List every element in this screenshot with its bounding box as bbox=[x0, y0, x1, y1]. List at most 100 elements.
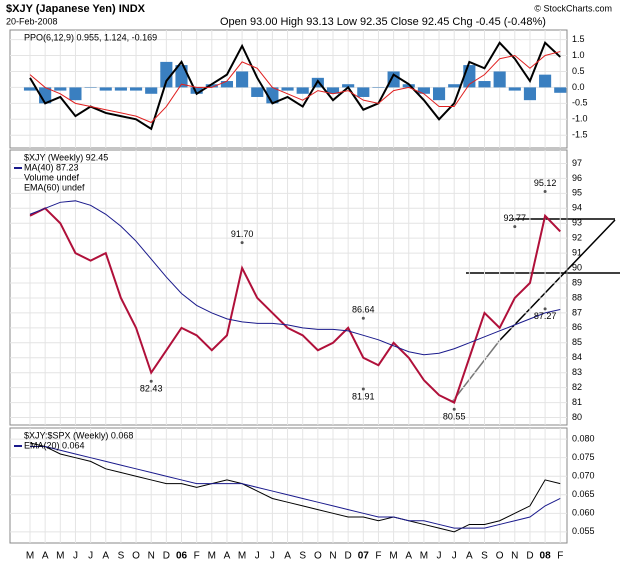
histogram-bar bbox=[281, 87, 294, 91]
y-tick-label: 0.080 bbox=[572, 434, 595, 444]
x-tick-label: D bbox=[163, 551, 170, 562]
x-tick-label: O bbox=[314, 551, 322, 562]
y-tick-label: 90 bbox=[572, 262, 582, 272]
y-tick-label: 85 bbox=[572, 337, 582, 347]
histogram-bar bbox=[448, 84, 461, 88]
histogram-bar bbox=[508, 87, 521, 91]
series-line bbox=[30, 446, 561, 529]
x-tick-label: A bbox=[284, 551, 291, 562]
y-tick-label: 97 bbox=[572, 158, 582, 168]
histogram-bar bbox=[175, 65, 188, 88]
x-tick-label: J bbox=[255, 551, 260, 562]
date: 20-Feb-2008 bbox=[6, 16, 58, 26]
y-tick-label: 1.0 bbox=[572, 50, 585, 60]
histogram-bar bbox=[523, 87, 537, 101]
legend-entry: MA(40) 87.23 bbox=[24, 162, 79, 172]
annotation-point bbox=[361, 387, 365, 391]
histogram-bar bbox=[342, 84, 355, 88]
legend-entry: EMA(60) undef bbox=[24, 182, 85, 192]
x-tick-label: F bbox=[557, 551, 563, 562]
y-tick-label: 0.055 bbox=[572, 526, 595, 536]
annotation: 86.64 bbox=[352, 305, 375, 315]
annotation-point bbox=[240, 241, 244, 245]
y-tick-label: -0.5 bbox=[572, 98, 588, 108]
panel-title: PPO(6,12,9) 0.955, 1.124, -0.169 bbox=[24, 32, 157, 42]
series-line bbox=[29, 207, 561, 404]
annotation-point bbox=[452, 407, 456, 411]
y-tick-label: -1.0 bbox=[572, 114, 588, 124]
x-tick-label: J bbox=[452, 551, 457, 562]
annotation-point bbox=[543, 307, 547, 311]
y-tick-label: 81 bbox=[572, 397, 582, 407]
x-tick-label: O bbox=[496, 551, 504, 562]
annotation: 91.70 bbox=[231, 229, 254, 239]
x-tick-label: S bbox=[299, 551, 306, 562]
y-tick-label: 92 bbox=[572, 233, 582, 243]
y-tick-label: 0.075 bbox=[572, 452, 595, 462]
quote: Open 93.00 High 93.13 Low 92.35 Close 92… bbox=[220, 16, 546, 28]
x-tick-label: D bbox=[526, 551, 533, 562]
panel-title: $XJY:$SPX (Weekly) 0.068 bbox=[24, 430, 133, 440]
histogram-bar bbox=[539, 74, 552, 88]
series-line bbox=[29, 41, 561, 131]
histogram-bar bbox=[160, 61, 173, 88]
annotation: 81.91 bbox=[352, 391, 375, 401]
x-tick-label: J bbox=[73, 551, 78, 562]
y-tick-label: 82 bbox=[572, 382, 582, 392]
x-tick-label: D bbox=[345, 551, 352, 562]
histogram-bar bbox=[205, 84, 218, 88]
histogram-bar bbox=[69, 87, 82, 101]
y-tick-label: 87 bbox=[572, 307, 582, 317]
series-line bbox=[29, 442, 561, 533]
y-tick-label: 0.5 bbox=[572, 66, 585, 76]
y-tick-label: 89 bbox=[572, 277, 582, 287]
x-tick-label: J bbox=[437, 551, 442, 562]
x-tick-label: N bbox=[148, 551, 155, 562]
y-tick-label: 80 bbox=[572, 412, 582, 422]
histogram-bar bbox=[114, 87, 127, 91]
histogram-bar bbox=[432, 87, 446, 101]
annotation: 87.27 bbox=[534, 311, 557, 321]
histogram-bar bbox=[129, 87, 143, 91]
x-tick-label: M bbox=[238, 551, 246, 562]
y-tick-label: 86 bbox=[572, 322, 582, 332]
histogram-bar bbox=[251, 87, 264, 97]
x-tick-label: S bbox=[118, 551, 125, 562]
annotation: 80.55 bbox=[443, 412, 466, 422]
x-tick-label: A bbox=[224, 551, 231, 562]
panel-frame bbox=[9, 149, 568, 426]
y-tick-label: 88 bbox=[572, 292, 582, 302]
series-line bbox=[29, 200, 561, 356]
x-tick-label: F bbox=[194, 551, 200, 562]
histogram-bar bbox=[296, 87, 309, 94]
histogram-bar bbox=[493, 71, 506, 88]
histogram-bar bbox=[99, 87, 112, 91]
legend-entry: EMA(20) 0.064 bbox=[24, 440, 85, 450]
annotation-point bbox=[149, 379, 153, 383]
x-tick-label: A bbox=[405, 551, 412, 562]
x-tick-label: F bbox=[375, 551, 381, 562]
y-tick-label: 95 bbox=[572, 188, 582, 198]
annotation-point bbox=[543, 190, 547, 194]
x-tick-label: J bbox=[88, 551, 93, 562]
y-tick-label: 0.060 bbox=[572, 508, 595, 518]
y-tick-label: 94 bbox=[572, 203, 582, 213]
histogram-bar bbox=[402, 84, 415, 88]
y-tick-label: 0.0 bbox=[572, 82, 585, 92]
credit: © StockCharts.com bbox=[534, 3, 612, 13]
annotation: 92.77 bbox=[504, 213, 527, 223]
x-tick-label: A bbox=[102, 551, 109, 562]
x-tick-label: A bbox=[42, 551, 49, 562]
y-tick-label: -1.5 bbox=[572, 130, 588, 140]
histogram-bar bbox=[372, 87, 385, 88]
x-tick-label: N bbox=[511, 551, 518, 562]
histogram-bar bbox=[84, 87, 97, 88]
y-tick-label: 83 bbox=[572, 367, 582, 377]
x-tick-label: J bbox=[270, 551, 275, 562]
x-tick-label: M bbox=[26, 551, 34, 562]
panel-title: $XJY (Weekly) 92.45 bbox=[24, 152, 108, 162]
annotation: 95.12 bbox=[534, 178, 557, 188]
y-tick-label: 93 bbox=[572, 218, 582, 228]
annotation-point bbox=[361, 316, 365, 320]
